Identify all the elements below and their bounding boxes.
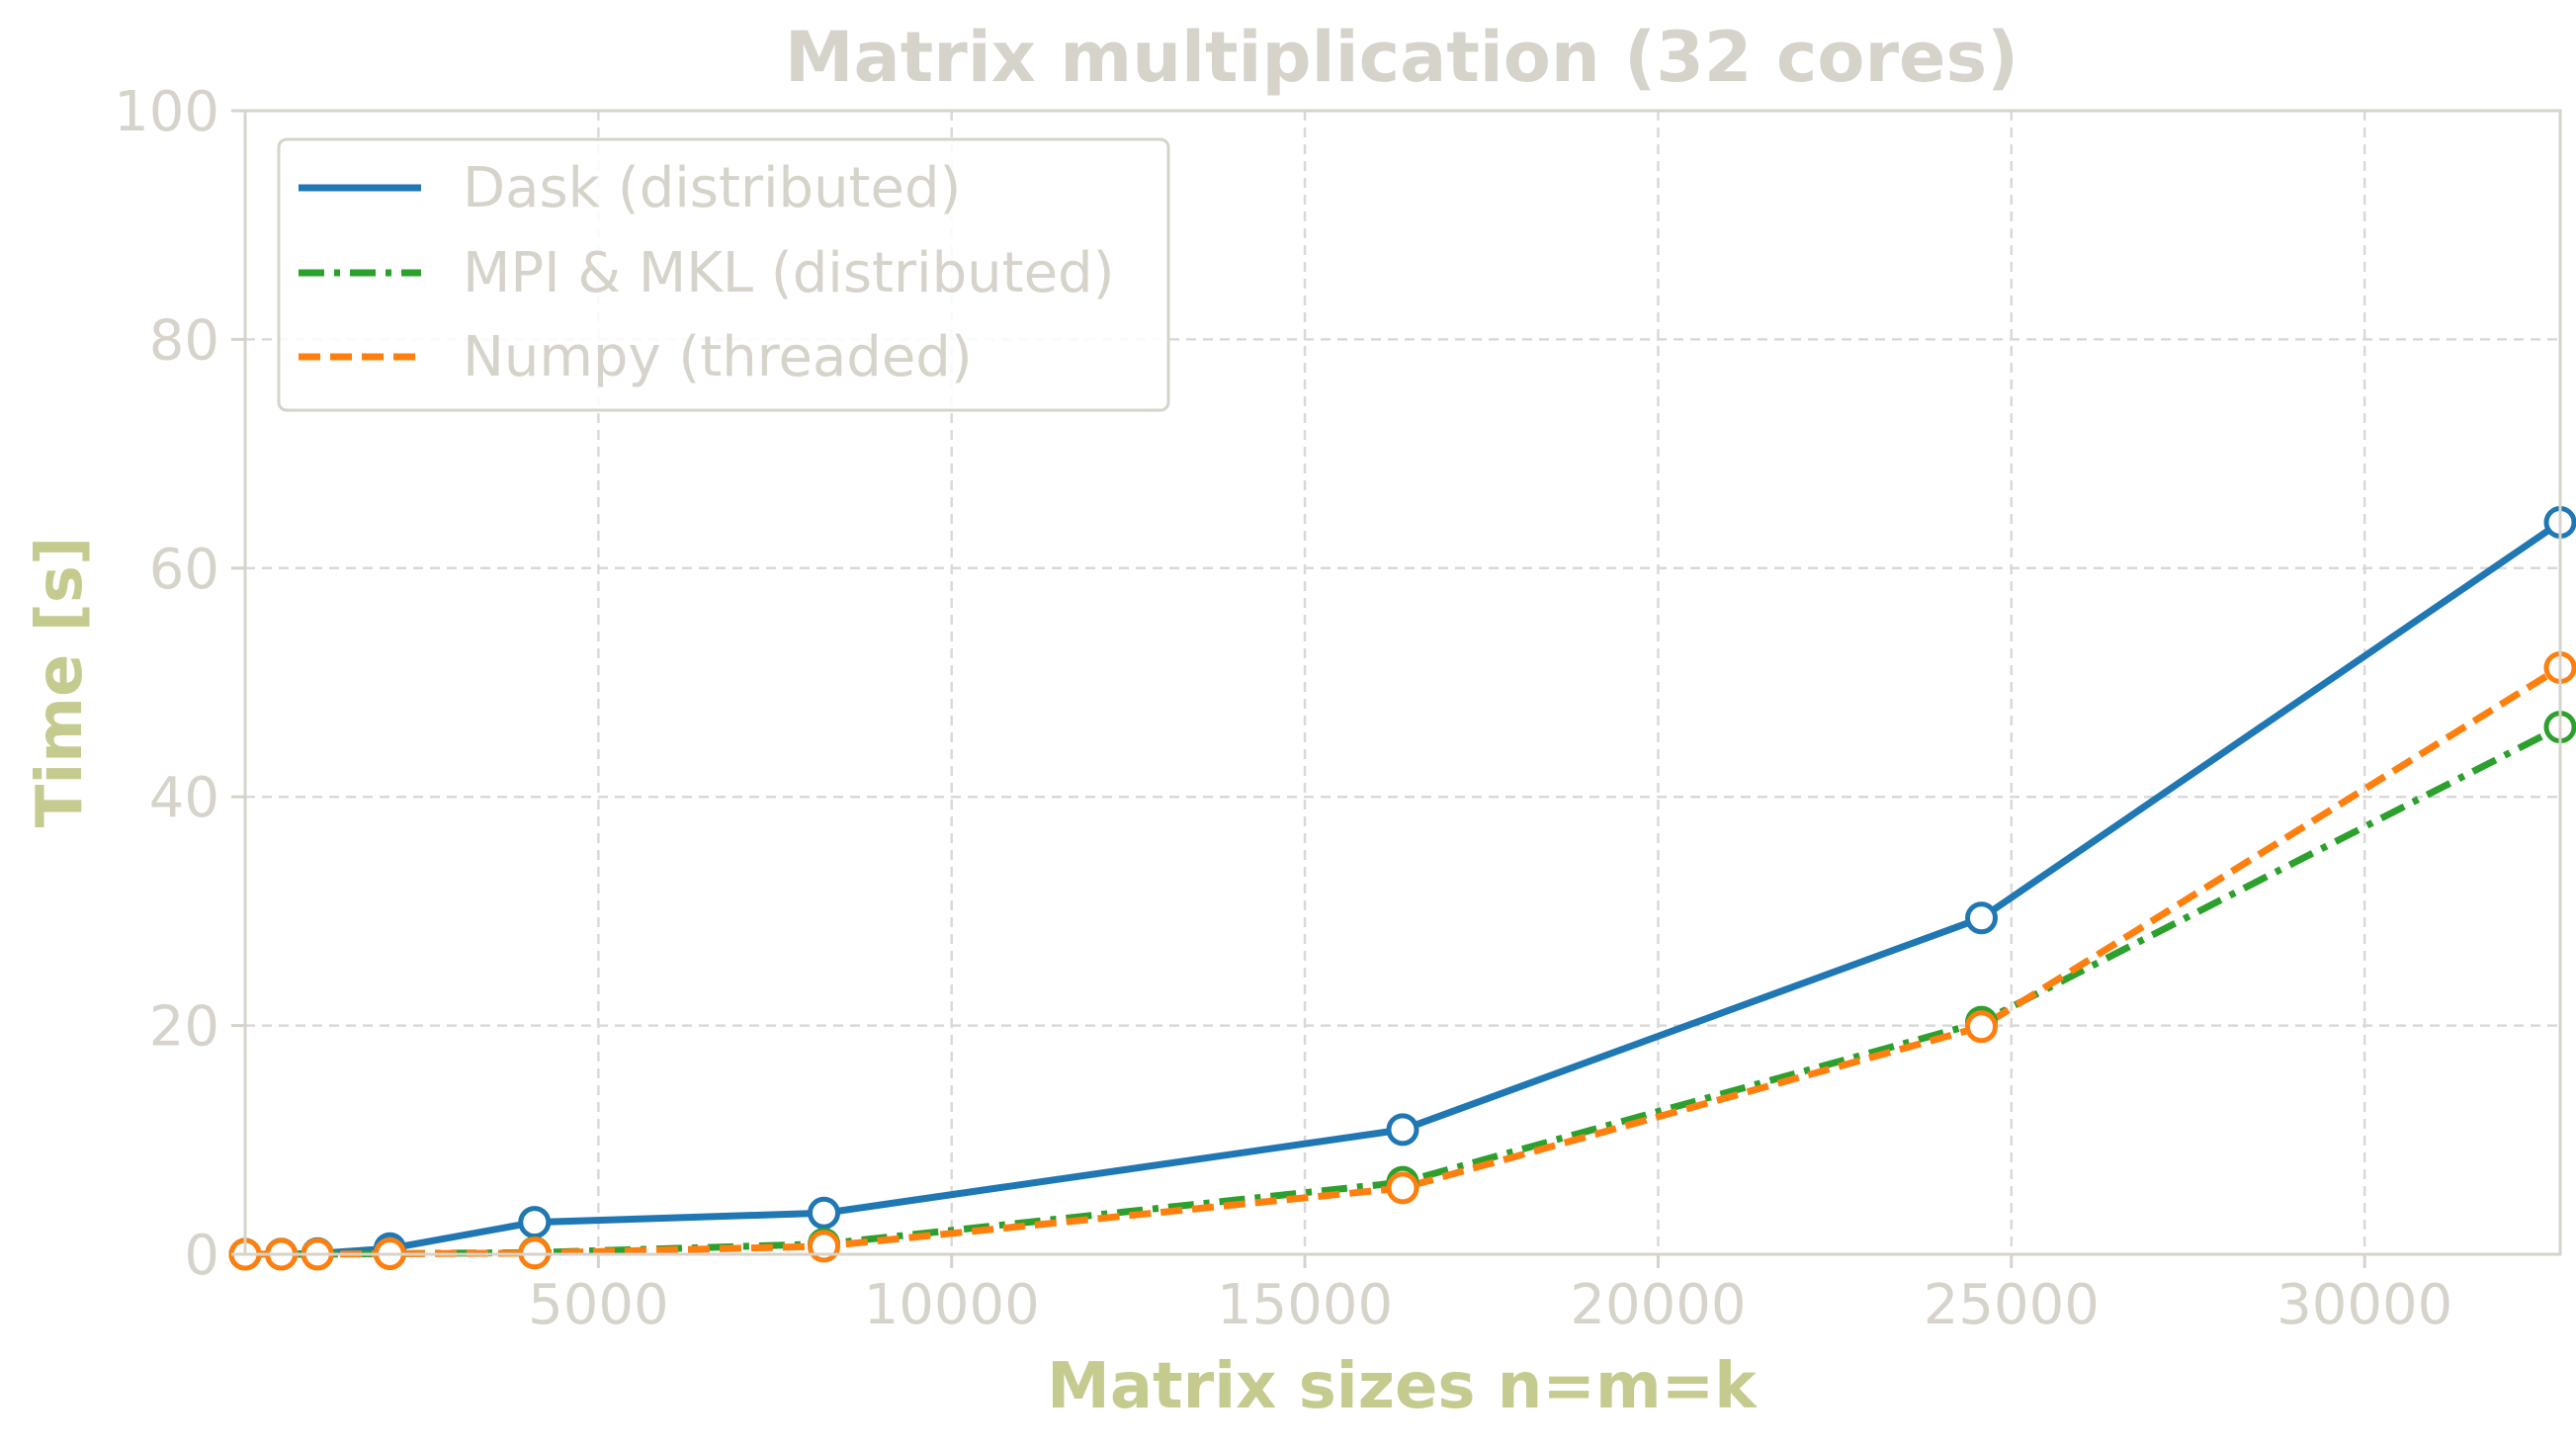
legend-label-mpi: MPI & MKL (distributed) [463,241,1114,305]
x-tick-label: 30000 [2276,1273,2452,1337]
legend-label-numpy: Numpy (threaded) [463,325,973,389]
series-points-0 [228,506,2576,1271]
series-line [245,724,2562,1258]
data-point [1386,1113,1419,1147]
legend-frame [277,137,1170,412]
series-points-2 [228,651,2576,1271]
series-1 [245,724,2562,1258]
x-tick-label: 10000 [864,1273,1040,1337]
chart-title: Matrix multiplication (32 cores) [785,17,2018,98]
y-tick-label: 60 [149,538,219,602]
y-tick-label: 80 [149,308,219,373]
x-tick-label: 5000 [528,1273,669,1337]
data-point [1965,901,1998,935]
y-tick-label: 20 [149,995,219,1060]
data-point [808,1196,840,1230]
y-tick-label: 0 [184,1224,219,1288]
legend: Dask (distributed) MPI & MKL (distribute… [277,137,1170,412]
x-tick-label: 20000 [1570,1273,1746,1337]
x-tick-label: 15000 [1217,1273,1393,1337]
series-layer [228,506,2576,1271]
data-point [808,1230,840,1263]
y-axis-label: Time [s] [24,537,97,828]
x-axis-label: Matrix sizes n=m=k [1047,1350,1758,1423]
data-point [1386,1171,1419,1205]
data-point [1965,1010,1998,1044]
ticks-layer: 5000 10000 15000 20000 25000 30000 0 20 40 60 80 10… [114,80,2452,1337]
y-tick-label: 40 [149,766,219,830]
legend-label-dask: Dask (distributed) [463,156,961,220]
y-tick-label: 100 [114,80,219,144]
plot-frame [243,109,2562,1256]
data-point [518,1206,552,1239]
x-tick-label: 25000 [1924,1273,2100,1337]
